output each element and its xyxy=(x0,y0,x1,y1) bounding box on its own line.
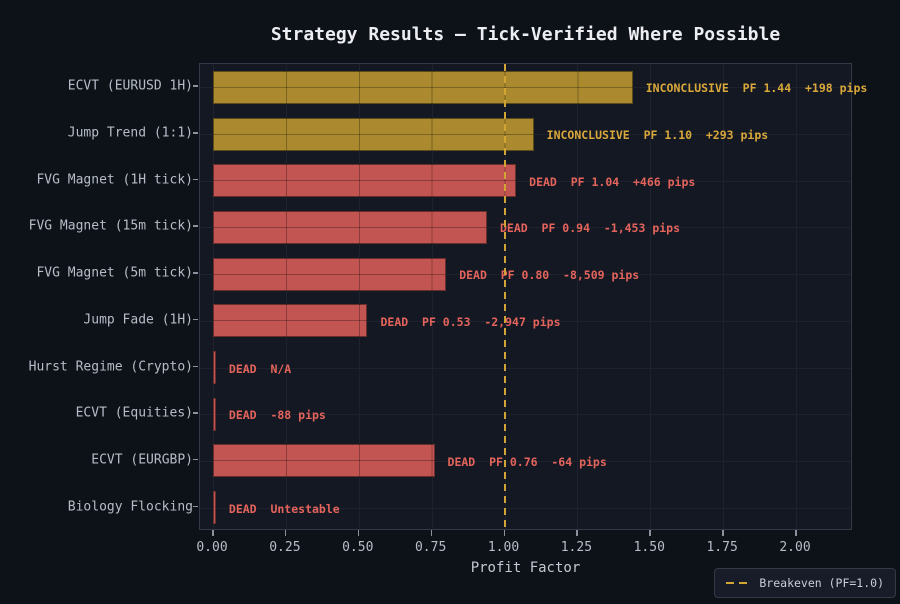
pf-bar xyxy=(213,351,216,385)
bar-annotation: DEAD N/A xyxy=(228,361,292,376)
x-gridline xyxy=(723,64,725,529)
y-gridline xyxy=(200,227,851,229)
y-tick-mark xyxy=(193,272,198,274)
legend-breakeven: Breakeven (PF=1.0) xyxy=(714,568,896,598)
x-tick-label: 0.00 xyxy=(196,540,228,555)
x-tick-label: 1.75 xyxy=(706,540,738,555)
pf-bar xyxy=(213,304,368,338)
x-tick-mark xyxy=(212,530,214,536)
pf-bar xyxy=(213,257,447,291)
x-tick-label: 0.50 xyxy=(342,540,374,555)
x-axis-label: Profit Factor xyxy=(470,560,581,576)
pf-bar xyxy=(213,70,633,104)
bar-annotation: DEAD PF 0.94 -1,453 pips xyxy=(500,221,681,236)
x-tick-mark xyxy=(722,530,724,536)
pf-bar xyxy=(213,117,534,151)
x-tick-label: 0.75 xyxy=(414,540,447,555)
x-tick-mark xyxy=(576,530,578,536)
y-gridline xyxy=(200,367,851,369)
y-tick-mark xyxy=(193,85,198,87)
dashed-line-icon xyxy=(726,582,751,584)
bar-annotation: DEAD PF 0.76 -64 pips xyxy=(447,454,607,469)
y-gridline xyxy=(200,507,851,509)
x-gridline xyxy=(796,64,797,529)
y-tick-mark xyxy=(193,225,198,227)
y-category-label: FVG Magnet (5m tick) xyxy=(36,265,193,281)
x-tick-mark xyxy=(503,530,505,536)
pf-bar xyxy=(213,397,216,431)
x-gridline xyxy=(650,64,652,529)
y-tick-mark xyxy=(193,178,198,181)
x-tick-mark xyxy=(284,530,287,536)
y-tick-mark xyxy=(193,132,198,134)
bar-annotation: DEAD -88 pips xyxy=(228,408,326,423)
plot-area: INCONCLUSIVE PF 1.44 +198 pips INCONCLUSI… xyxy=(199,63,867,530)
y-category-label: Jump Trend (1:1) xyxy=(67,125,193,141)
y-tick-mark xyxy=(193,365,198,368)
x-tick-label: 1.00 xyxy=(487,540,520,555)
bar-annotation: DEAD PF 1.04 +466 pips xyxy=(529,174,696,189)
y-category-label: Biology Flocking xyxy=(67,499,193,515)
x-tick-mark xyxy=(795,530,797,536)
y-category-label: Hurst Regime (Crypto) xyxy=(28,359,193,375)
x-tick-label: 0.25 xyxy=(269,540,301,555)
legend-label: Breakeven (PF=1.0) xyxy=(759,576,884,590)
pf-bar xyxy=(213,164,517,198)
y-category-label: Jump Fade (1H) xyxy=(83,312,193,328)
bar-annotation: INCONCLUSIVE PF 1.44 +198 pips xyxy=(645,81,868,96)
x-gridline xyxy=(213,64,214,529)
x-tick-label: 1.50 xyxy=(633,540,665,555)
bar-annotation: DEAD PF 0.80 -8,509 pips xyxy=(459,268,640,283)
chart-title: Strategy Results — Tick-Verified Where P… xyxy=(270,24,781,45)
breakeven-line xyxy=(503,64,506,529)
bar-annotation: DEAD Untestable xyxy=(228,501,340,516)
bar-annotation: INCONCLUSIVE PF 1.10 +293 pips xyxy=(546,128,769,143)
y-category-label: FVG Magnet (1H tick) xyxy=(36,172,193,188)
x-tick-mark xyxy=(357,530,360,536)
x-gridline xyxy=(358,64,360,529)
pf-bar xyxy=(213,444,435,478)
y-category-label: ECVT (Equities) xyxy=(75,405,193,421)
y-category-label: ECVT (EURGBP) xyxy=(91,452,193,468)
y-tick-mark xyxy=(193,412,198,414)
y-gridline xyxy=(200,320,851,322)
y-tick-mark xyxy=(193,318,198,321)
bar-annotation: DEAD PF 0.53 -2,947 pips xyxy=(380,314,561,329)
x-tick-label: 1.25 xyxy=(560,540,593,555)
y-gridline xyxy=(200,414,851,416)
y-gridline xyxy=(200,180,851,182)
y-gridline xyxy=(200,460,851,462)
x-gridline xyxy=(577,64,579,529)
x-tick-mark xyxy=(430,530,433,536)
y-gridline xyxy=(200,274,851,276)
pf-bar xyxy=(213,210,487,244)
x-gridline xyxy=(431,64,433,529)
y-category-label: ECVT (EURUSD 1H) xyxy=(67,78,193,94)
y-tick-mark xyxy=(193,458,198,461)
x-tick-mark xyxy=(649,530,651,536)
y-category-label: FVG Magnet (15m tick) xyxy=(28,218,193,234)
x-tick-label: 2.00 xyxy=(779,540,811,555)
x-gridline xyxy=(285,64,287,529)
pf-bar xyxy=(213,491,216,525)
y-tick-mark xyxy=(193,505,198,508)
